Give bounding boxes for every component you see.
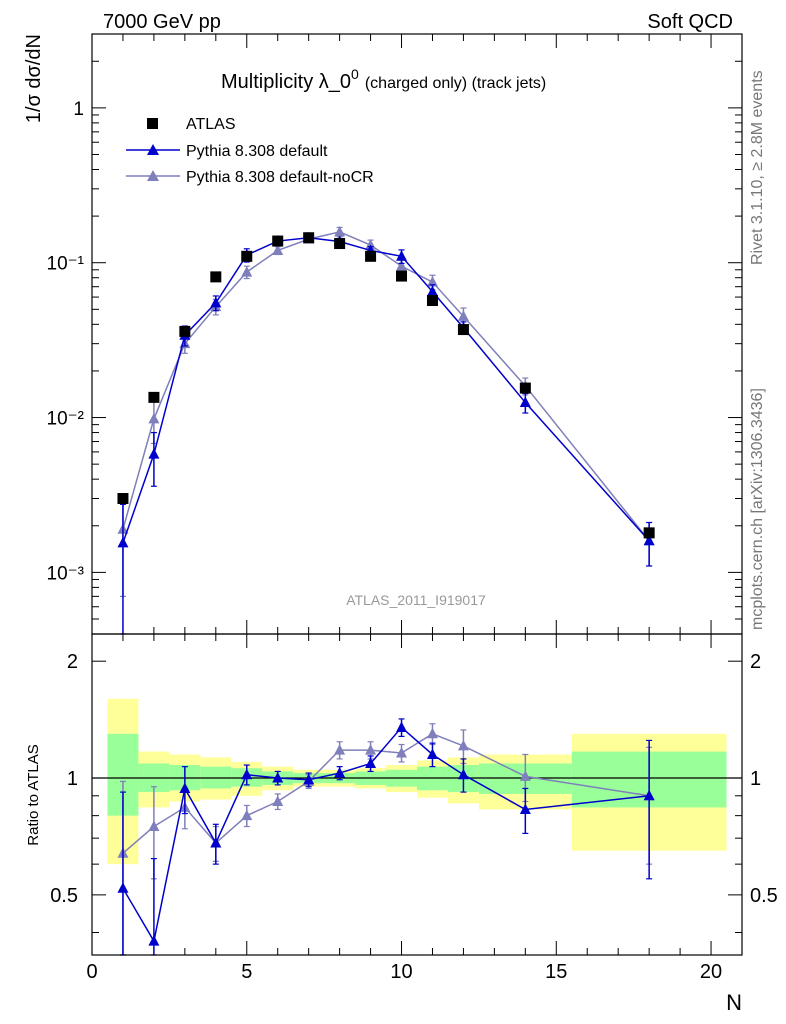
ratio-y-tick-label-left: 0.5 xyxy=(50,885,78,907)
chart-title: Multiplicity λ_00 (charged only) (track j… xyxy=(221,66,546,93)
main-y-tick-label: 1 xyxy=(73,99,84,120)
atlas-data-point xyxy=(334,238,346,250)
header-right: Soft QCD xyxy=(647,11,733,33)
x-tick-label: 0 xyxy=(86,961,97,983)
series-point-nocr xyxy=(334,225,346,237)
atlas-data-point xyxy=(643,527,655,539)
series-point-nocr xyxy=(148,412,160,424)
main-y-tick-label: 10⁻² xyxy=(47,409,85,430)
axes-ticks xyxy=(91,33,743,955)
rivet-label: Rivet 3.1.10, ≥ 2.8M events xyxy=(749,70,766,265)
series-point-nocr xyxy=(396,260,408,271)
legend-label-default: Pythia 8.308 default xyxy=(186,143,328,160)
ratio-point-nocr xyxy=(241,809,253,821)
atlas-data-point xyxy=(426,295,438,307)
atlas-data-point xyxy=(148,391,160,403)
mcplots-label: mcplots.cern.ch [arXiv:1306.3436] xyxy=(749,388,766,630)
atlas-data-point xyxy=(303,232,315,244)
analysis-tag: ATLAS_2011_I919017 xyxy=(346,592,486,608)
ratio-y-tick-label-left: 2 xyxy=(67,651,78,673)
ratio-point-default xyxy=(272,772,284,783)
series-point-default xyxy=(117,536,129,548)
series-point-nocr xyxy=(272,244,284,255)
ratio-y-tick-label-right: 0.5 xyxy=(750,885,778,907)
ratio-point-default xyxy=(241,768,253,780)
series-point-default xyxy=(148,448,160,459)
main-ylabel: 1/σ dσ/dN xyxy=(23,34,45,123)
series-point-default xyxy=(426,285,438,297)
legend-label-atlas: ATLAS xyxy=(186,116,236,133)
ratio-point-default xyxy=(303,773,315,785)
x-tick-label: 15 xyxy=(545,961,567,983)
header-left: 7000 GeV pp xyxy=(103,11,221,33)
ratio-point-nocr xyxy=(519,770,531,781)
title-suffix: (charged only) (track jets) xyxy=(365,75,546,92)
ratio-point-default xyxy=(426,748,438,759)
ratio-line-default xyxy=(122,726,650,944)
atlas-data-point xyxy=(457,324,469,336)
atlas-data-point xyxy=(272,235,284,247)
legend-marker-default xyxy=(147,144,159,155)
ratio-point-default xyxy=(117,882,129,893)
legend: ATLAS Pythia 8.308 default Pythia 8.308 … xyxy=(126,116,374,186)
series-line-nocr xyxy=(122,231,650,542)
legend-marker-atlas xyxy=(147,118,158,129)
x-tick-label: 20 xyxy=(700,961,722,983)
series-point-default xyxy=(396,250,408,261)
ratio-point-default xyxy=(519,803,531,814)
x-tick-label: 10 xyxy=(390,961,412,983)
series-point-default xyxy=(643,534,655,546)
series-line-default xyxy=(122,236,650,544)
ratio-y-tick-label-left: 1 xyxy=(67,768,78,790)
series-point-nocr xyxy=(241,266,253,277)
ratio-line-nocr xyxy=(122,732,650,854)
x-tick-label: 5 xyxy=(241,961,252,983)
title-sup: 0 xyxy=(351,66,359,82)
ratio-ylabel: Ratio to ATLAS xyxy=(25,744,42,845)
legend-marker-nocr xyxy=(147,170,159,181)
panel-frames xyxy=(91,33,743,956)
atlas-data-point xyxy=(241,250,253,262)
series-point-nocr xyxy=(426,276,438,287)
legend-label-nocr: Pythia 8.308 default-noCR xyxy=(186,169,374,186)
title-main: Multiplicity λ_0 xyxy=(221,71,351,93)
ratio-y-tick-label-right: 2 xyxy=(750,651,761,673)
ratio-point-default xyxy=(396,721,408,732)
x-axis-label: N xyxy=(726,990,742,1015)
ratio-panel-frame xyxy=(91,633,743,956)
atlas-data-point xyxy=(179,325,191,337)
main-y-tick-label: 10⁻³ xyxy=(47,563,85,584)
ratio-point-default xyxy=(365,757,377,769)
series-point-default xyxy=(519,396,531,408)
svg-text:Multiplicity λ_00(charged only: Multiplicity λ_00 (charged only) (track j… xyxy=(221,66,546,93)
atlas-data-point xyxy=(519,382,531,394)
ratio-point-default xyxy=(643,789,655,801)
ratio-point-nocr xyxy=(272,795,284,807)
ratio-point-nocr xyxy=(457,739,469,751)
main-panel-series xyxy=(117,225,655,635)
ratio-point-default xyxy=(334,767,346,778)
atlas-data-point xyxy=(396,270,408,282)
ratio-point-nocr xyxy=(334,744,346,755)
series-point-nocr xyxy=(457,310,469,321)
ratio-point-nocr xyxy=(426,727,438,739)
tick-labels: 0 5 10 15 20 10⁻³ 10⁻² 10⁻¹ 1 0.5 0.5 1 1 2 2 xyxy=(47,99,778,983)
main-y-tick-label: 10⁻¹ xyxy=(47,254,85,275)
atlas-data-point xyxy=(365,250,377,262)
ratio-point-default xyxy=(179,782,191,793)
ratio-point-default xyxy=(210,837,222,848)
ratio-y-tick-label-right: 1 xyxy=(750,768,761,790)
ratio-point-default xyxy=(457,768,469,780)
series-point-default xyxy=(210,296,222,308)
ratio-point-nocr xyxy=(148,820,160,832)
ratio-point-default xyxy=(148,935,160,946)
ratio-point-nocr xyxy=(365,744,377,755)
ratio-point-nocr xyxy=(396,747,408,758)
atlas-data-point xyxy=(210,271,222,283)
ratio-uncertainty-bands xyxy=(92,698,742,865)
atlas-data-point xyxy=(117,493,129,505)
